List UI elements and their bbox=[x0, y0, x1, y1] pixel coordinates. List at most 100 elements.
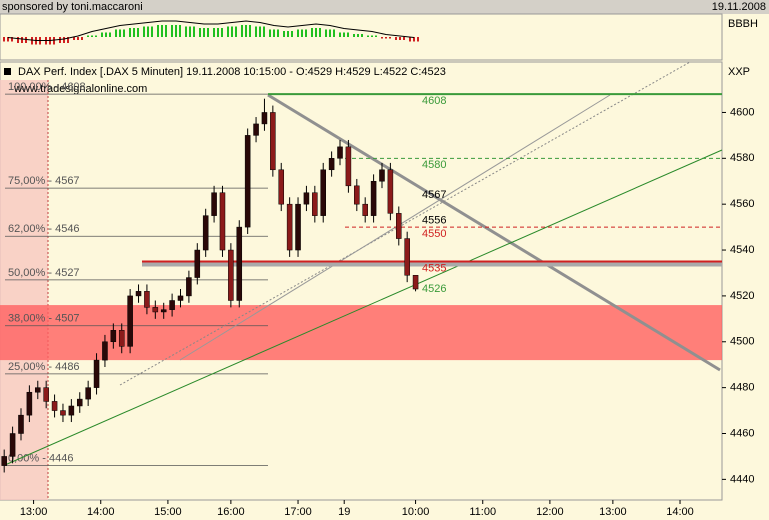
candle-body bbox=[93, 359, 100, 388]
x-tick-label: 15:00 bbox=[154, 506, 182, 518]
x-tick-label: 16:00 bbox=[217, 506, 245, 518]
y-tick-label: 4500 bbox=[730, 336, 754, 348]
y-tick-label: 4440 bbox=[730, 473, 754, 485]
candle-body bbox=[152, 307, 159, 313]
candle-body bbox=[362, 203, 368, 216]
fib-label: 75,00% - 4567 bbox=[8, 175, 80, 187]
indicator-line bbox=[7, 20, 415, 41]
level-label: 4535 bbox=[422, 262, 446, 274]
level-shadow bbox=[142, 261, 722, 267]
candle-body bbox=[68, 405, 75, 416]
candle-body bbox=[35, 387, 41, 393]
x-tick-label: 14:00 bbox=[87, 506, 115, 518]
level-label: 4526 bbox=[422, 283, 446, 295]
candle-body bbox=[412, 275, 419, 290]
candle-body bbox=[328, 158, 335, 171]
y-tick-label: 4600 bbox=[730, 106, 754, 118]
candle-body bbox=[295, 203, 301, 251]
candle-body bbox=[211, 192, 217, 216]
y-tick-label: 4480 bbox=[730, 382, 754, 394]
axis-label: XXP bbox=[728, 66, 750, 78]
candle-body bbox=[118, 330, 125, 347]
candle-body bbox=[404, 238, 410, 276]
fib-label: 100,00% - 4608 bbox=[8, 81, 86, 93]
level-label: 4608 bbox=[422, 95, 446, 107]
y-tick-label: 4580 bbox=[730, 152, 754, 164]
candle-body bbox=[303, 192, 310, 205]
x-tick-label: 14:00 bbox=[666, 506, 694, 518]
candle-body bbox=[396, 213, 402, 239]
left-band bbox=[0, 80, 48, 500]
candle-body bbox=[261, 112, 268, 125]
fib-label: 0,00% - 4446 bbox=[8, 453, 73, 465]
candle-body bbox=[379, 169, 385, 182]
x-tick-label: 10:00 bbox=[402, 506, 430, 518]
candle-body bbox=[312, 192, 318, 216]
x-tick-label: 13:00 bbox=[599, 506, 627, 518]
level-label: 4556 bbox=[422, 214, 446, 226]
candle-body bbox=[354, 185, 360, 205]
candle-body bbox=[194, 249, 201, 278]
title-icon bbox=[4, 68, 11, 75]
x-tick-label: 19 bbox=[338, 506, 350, 518]
candle-body bbox=[18, 414, 24, 434]
candle-body bbox=[9, 433, 16, 457]
candle-body bbox=[60, 410, 66, 416]
candle-body bbox=[110, 330, 117, 343]
candle-body bbox=[270, 112, 276, 171]
candle-body bbox=[202, 215, 209, 251]
candle-body bbox=[127, 295, 133, 347]
indicator-label: BBBH bbox=[728, 18, 758, 30]
candle-body bbox=[43, 387, 49, 402]
level-label: 4580 bbox=[422, 159, 446, 171]
candle-body bbox=[370, 180, 377, 216]
fib-label: 62,00% - 4546 bbox=[8, 223, 80, 235]
x-tick-label: 11:00 bbox=[469, 506, 496, 518]
candle-body bbox=[186, 277, 192, 297]
y-tick-label: 4460 bbox=[730, 427, 754, 439]
candle-body bbox=[51, 401, 58, 411]
candle-body bbox=[320, 169, 326, 216]
candle-body bbox=[177, 295, 184, 301]
candle-body bbox=[26, 391, 33, 416]
candle-body bbox=[102, 341, 108, 361]
candle-body bbox=[387, 169, 394, 214]
x-tick-label: 17:00 bbox=[284, 506, 312, 518]
header-left: sponsored by toni.maccaroni bbox=[2, 1, 143, 13]
candle-body bbox=[85, 387, 91, 400]
support-zone bbox=[0, 305, 722, 361]
candle-body bbox=[244, 135, 251, 228]
candle-body bbox=[236, 226, 243, 301]
chart-title: DAX Perf. Index [.DAX 5 Minuten] 19.11.2… bbox=[18, 66, 446, 78]
y-tick-label: 4540 bbox=[730, 244, 754, 256]
candle-body bbox=[253, 123, 259, 136]
candle-body bbox=[144, 291, 150, 308]
source: www.tradesignalonline.com bbox=[13, 83, 147, 95]
candle-body bbox=[1, 456, 7, 466]
x-tick-label: 12:00 bbox=[536, 506, 564, 518]
trend-line bbox=[267, 93, 721, 372]
fib-label: 38,00% - 4507 bbox=[8, 313, 80, 325]
plot-area bbox=[0, 61, 723, 501]
trend-line bbox=[4, 149, 723, 466]
fib-label: 25,00% - 4486 bbox=[8, 361, 80, 373]
candle-body bbox=[169, 300, 175, 310]
x-tick-label: 13:00 bbox=[20, 506, 48, 518]
candle-body bbox=[286, 203, 293, 251]
candle-body bbox=[278, 169, 285, 205]
candle-body bbox=[337, 146, 343, 159]
level-label: 4567 bbox=[422, 189, 446, 201]
candle-body bbox=[345, 146, 352, 187]
header-right: 19.11.2008 bbox=[712, 1, 766, 13]
y-tick-label: 4520 bbox=[730, 290, 754, 302]
header-bar bbox=[0, 0, 769, 14]
level-label: 4550 bbox=[422, 228, 446, 240]
candle-body bbox=[135, 291, 142, 297]
candle-body bbox=[219, 192, 226, 251]
y-tick-label: 4560 bbox=[730, 198, 754, 210]
candle-body bbox=[160, 309, 167, 313]
trend-line bbox=[119, 61, 691, 386]
candle-body bbox=[76, 398, 83, 407]
candle-body bbox=[228, 249, 234, 301]
